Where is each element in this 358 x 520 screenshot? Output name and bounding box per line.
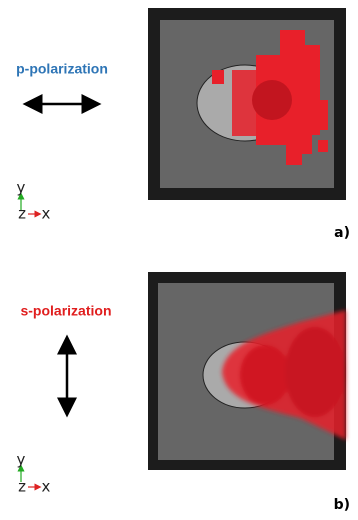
y-axis-label: y bbox=[17, 451, 26, 469]
panel-a: p-polarization y z x a) bbox=[16, 8, 350, 241]
page: p-polarization y z x a) s-polarization bbox=[0, 0, 358, 516]
figure: p-polarization y z x a) s-polarization bbox=[0, 0, 358, 516]
x-axis-label: x bbox=[42, 478, 51, 496]
y-axis-label: y bbox=[17, 179, 26, 197]
polarization-label: s-polarization bbox=[20, 303, 111, 319]
panel-label: b) bbox=[334, 497, 350, 513]
polarization-label: p-polarization bbox=[16, 61, 108, 77]
panel-b: s-polarization y z x b) bbox=[17, 272, 350, 513]
panel-label: a) bbox=[334, 225, 350, 241]
z-axis-label: z bbox=[18, 205, 26, 223]
z-axis-label: z bbox=[18, 478, 26, 496]
x-axis-label: x bbox=[42, 205, 51, 223]
